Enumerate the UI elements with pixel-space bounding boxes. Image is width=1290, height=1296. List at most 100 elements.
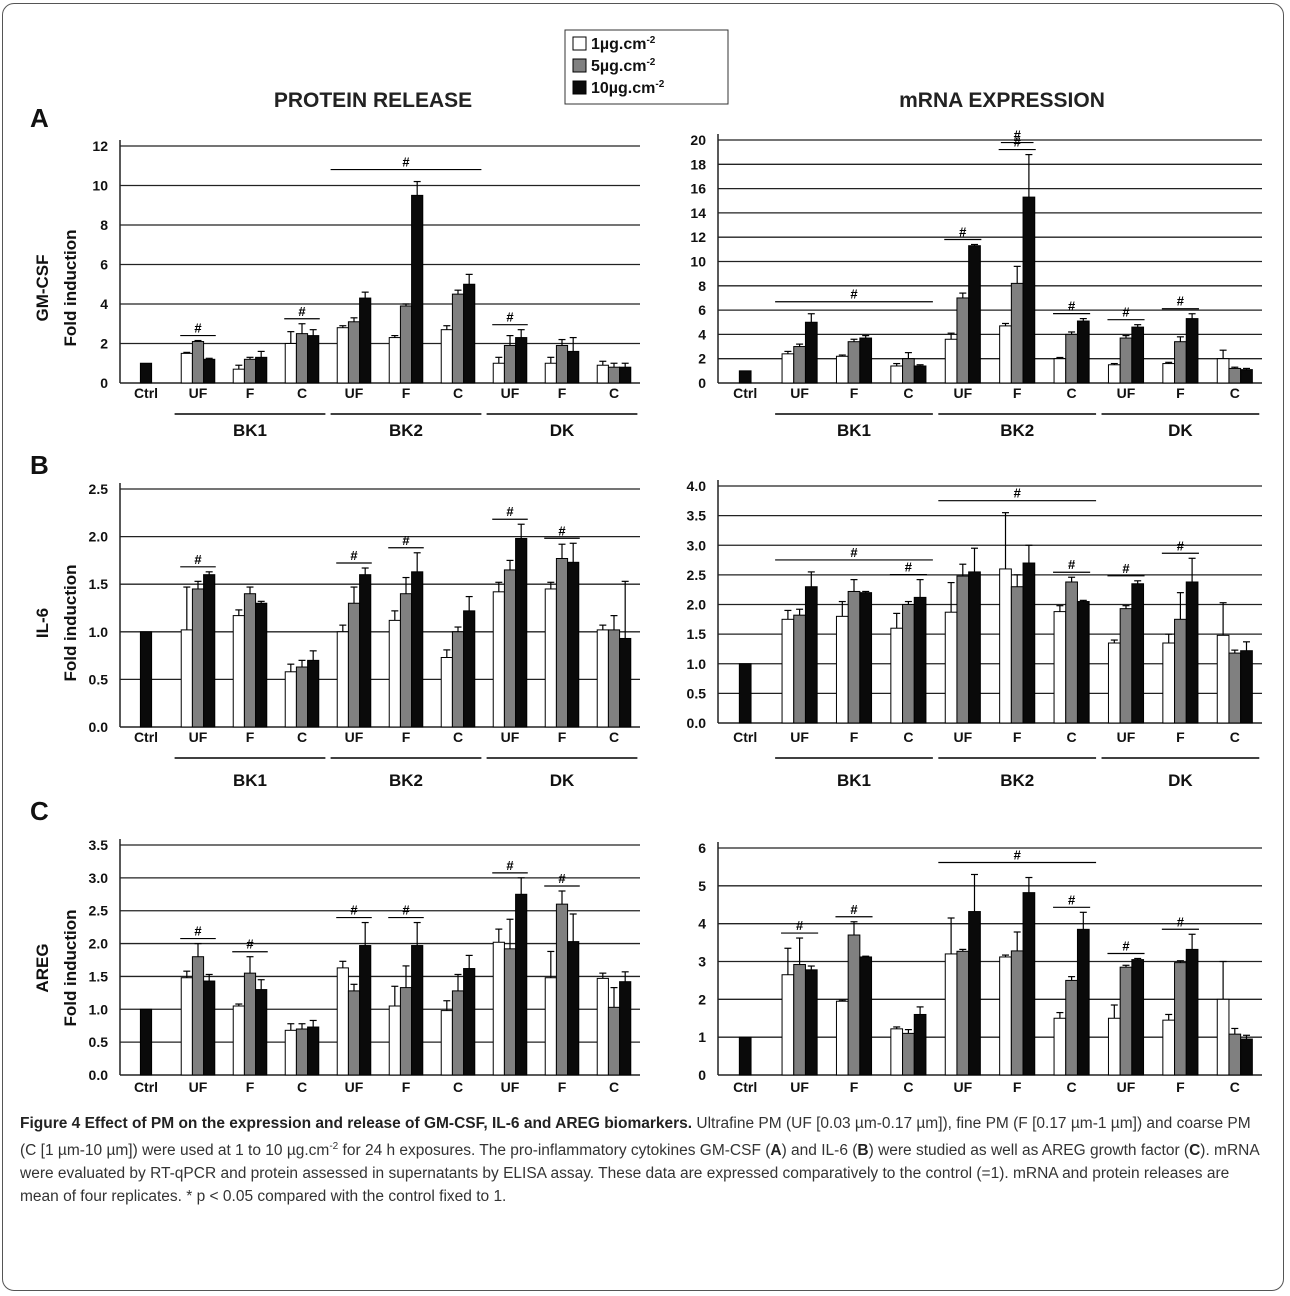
panel-a-mrna-bar-bk1-f-3 xyxy=(859,337,873,384)
panel-a-protein-bar-bk2-f-2 xyxy=(399,305,413,384)
panel-b-protein-ctrl-label: Ctrl xyxy=(134,729,158,745)
row-axis-label-3: Fold induction xyxy=(61,909,80,1026)
panel-b-mrna-ytick-label: 4.0 xyxy=(687,478,707,494)
row-label-2: IL-6 xyxy=(33,608,52,638)
panel-a-protein-ytick-label: 4 xyxy=(100,296,108,312)
panel-c-protein-category-label: C xyxy=(297,1079,307,1095)
panel-b-mrna-ytick-label: 3.0 xyxy=(687,537,707,553)
panel-a-protein-ytick-label: 10 xyxy=(92,178,108,194)
panel-c-mrna-bar-bk1-uf-3 xyxy=(804,969,818,1076)
panel-a-protein-span-sig-mark: # xyxy=(402,155,410,170)
panel-a-mrna-sig-mark: # xyxy=(1068,299,1076,314)
panel-c-protein-bar-bk1-uf-3 xyxy=(203,980,216,1076)
panel-a-protein-sig-mark: # xyxy=(506,310,514,325)
panel-a-mrna-bar-bk1-c-1 xyxy=(890,365,904,384)
panel-b-protein-category-label: C xyxy=(609,729,619,745)
panel-c-protein-category-label: C xyxy=(609,1079,619,1095)
panel-c-protein-ytick-label: 1.0 xyxy=(89,1001,109,1017)
panel-a-protein-bar-bk1-f-3 xyxy=(255,356,268,384)
panel-b-protein-sig-mark: # xyxy=(194,552,202,567)
panel-c-protein-ytick-label: 0.0 xyxy=(89,1067,109,1083)
panel-b-protein-sig-mark: # xyxy=(402,533,410,548)
panel-c-mrna-category-label: UF xyxy=(953,1079,972,1095)
panel-a-protein-bar-bk2-uf-3 xyxy=(359,297,372,384)
panel-a-mrna-bar-dk-f-1 xyxy=(1162,363,1176,384)
panel-b-mrna-ytick-label: 1.0 xyxy=(687,656,707,672)
panel-c-mrna-bar-bk1-c-2 xyxy=(902,1032,915,1076)
panel-a-protein-bar-dk-uf-1 xyxy=(492,362,505,384)
panel-b-mrna-bar-dk-c-1 xyxy=(1216,634,1230,724)
panel-b-protein-bar-bk2-f-1 xyxy=(388,619,401,728)
panel-b-protein-bar-dk-c-1 xyxy=(596,629,609,728)
panel-c-mrna-bar-bk2-f-2 xyxy=(1010,950,1024,1076)
panel-a-protein-category-label: F xyxy=(402,385,411,401)
caption-title: Figure 4 Effect of PM on the expression … xyxy=(20,1115,693,1132)
panel-c-mrna-ytick-label: 2 xyxy=(698,991,706,1007)
panel-b-mrna-bar-dk-uf-3 xyxy=(1131,583,1145,724)
panel-a-mrna-bar-dk-uf-1 xyxy=(1107,364,1121,384)
panel-a-protein-category-label: C xyxy=(609,385,619,401)
panel-c-protein-sig-mark: # xyxy=(246,937,254,952)
panel-a-mrna-category-label: F xyxy=(1013,385,1022,401)
panel-c-protein-category-label: UF xyxy=(501,1079,520,1095)
panel-a-protein-bar-bk1-f-2 xyxy=(243,358,257,384)
panel-c-mrna-bar-bk2-f-1 xyxy=(999,956,1012,1076)
panel-a-protein-bar-dk-c-3 xyxy=(619,366,632,384)
panel-c-protein-bar-bk1-f-3 xyxy=(255,989,268,1076)
panel-b-protein-bar-dk-uf-3 xyxy=(515,538,528,728)
panel-b-mrna-bar-bk1-uf-3 xyxy=(804,586,818,724)
panel-a-mrna-bar-bk2-f-3 xyxy=(1022,196,1036,384)
panel-b-protein-ytick-label: 1.0 xyxy=(89,624,109,640)
panel-a-mrna-bar-bk1-f-2 xyxy=(847,341,861,384)
panel-b-mrna-sig-mark: # xyxy=(1068,557,1076,572)
row-axis-label-1: Fold induction xyxy=(61,229,80,346)
panel-b-mrna-bar-bk2-c-1 xyxy=(1053,611,1067,724)
panel-a-protein-group-label-dk: DK xyxy=(550,421,575,440)
caption-text-2: for 24 h exposures. The pro-inflammatory… xyxy=(338,1142,771,1160)
panel-a-mrna-bar-bk2-c-3 xyxy=(1076,320,1090,384)
panel-b-protein-bar-dk-c-3 xyxy=(619,637,632,728)
panel-b-mrna-ytick-label: 2.0 xyxy=(687,597,707,613)
panel-b-protein-bar-dk-f-2 xyxy=(555,557,569,728)
panel-b-protein-bar-bk2-c-2 xyxy=(451,631,465,728)
panel-c-mrna-bar-dk-uf-1 xyxy=(1107,1017,1121,1076)
panel-c-protein-ctrl-bar xyxy=(139,1008,153,1076)
panel-b-protein-category-label: F xyxy=(402,729,411,745)
panel-b-protein-bar-bk2-c-1 xyxy=(440,657,453,728)
panel-a-mrna-ytick-label: 10 xyxy=(690,254,706,270)
panel-b-mrna-group-label-dk: DK xyxy=(1168,771,1193,790)
panel-b-mrna-bar-bk1-f-3 xyxy=(859,592,873,724)
panel-a-mrna-bar-dk-c-2 xyxy=(1228,367,1242,384)
panel-a-mrna-ytick-label: 4 xyxy=(698,326,706,342)
panel-b-mrna-ytick-label: 2.5 xyxy=(687,567,707,583)
panel-c-mrna-category-label: C xyxy=(1230,1079,1240,1095)
panel-a-protein-bar-bk1-uf-2 xyxy=(191,341,205,384)
panel-b-mrna-span-sig-mark: # xyxy=(1014,486,1022,501)
panel-b-protein-bar-bk2-c-3 xyxy=(463,610,476,728)
panel-b-mrna-bar-bk1-f-2 xyxy=(847,590,861,724)
panel-c-mrna-bar-dk-f-2 xyxy=(1174,962,1187,1076)
panel-c-protein-bar-dk-uf-1 xyxy=(492,941,505,1076)
panel-a-mrna-bar-bk1-c-2 xyxy=(902,358,915,384)
legend-label-2: 5µg.cm-2 xyxy=(591,57,656,75)
row-axis-label-2: Fold induction xyxy=(61,564,80,681)
panel-c-protein-ytick-label: 2.0 xyxy=(89,936,109,952)
panel-a-protein-bar-dk-uf-2 xyxy=(503,344,517,384)
panel-b-protein-group-label-dk: DK xyxy=(550,771,575,790)
panel-b-mrna-bar-dk-uf-1 xyxy=(1107,642,1121,724)
mrna-column-title: mRNA EXPRESSION xyxy=(899,89,1105,112)
panel-c-protein-bar-bk2-c-3 xyxy=(463,968,476,1076)
panel-c-mrna-bar-bk1-c-3 xyxy=(913,1013,927,1076)
panel-c-mrna-sig-mark: # xyxy=(850,902,858,917)
panel-b-protein-bar-bk1-c-3 xyxy=(307,659,320,728)
panel-a-protein-category-label: UF xyxy=(189,385,208,401)
panel-a-mrna-bar-bk1-uf-3 xyxy=(804,321,818,384)
panel-a-protein-bar-bk2-f-1 xyxy=(388,337,401,384)
panel-c-mrna-category-label: F xyxy=(1013,1079,1022,1095)
panel-a-protein-bar-bk1-c-2 xyxy=(295,333,309,384)
panel-b-protein-category-label: UF xyxy=(345,729,364,745)
panel-a-mrna-ytick-label: 20 xyxy=(690,132,706,148)
panel-b-protein-bar-dk-f-1 xyxy=(544,588,557,728)
panel-b-protein-category-label: UF xyxy=(189,729,208,745)
panel-b-mrna-ytick-label: 1.5 xyxy=(687,626,707,642)
